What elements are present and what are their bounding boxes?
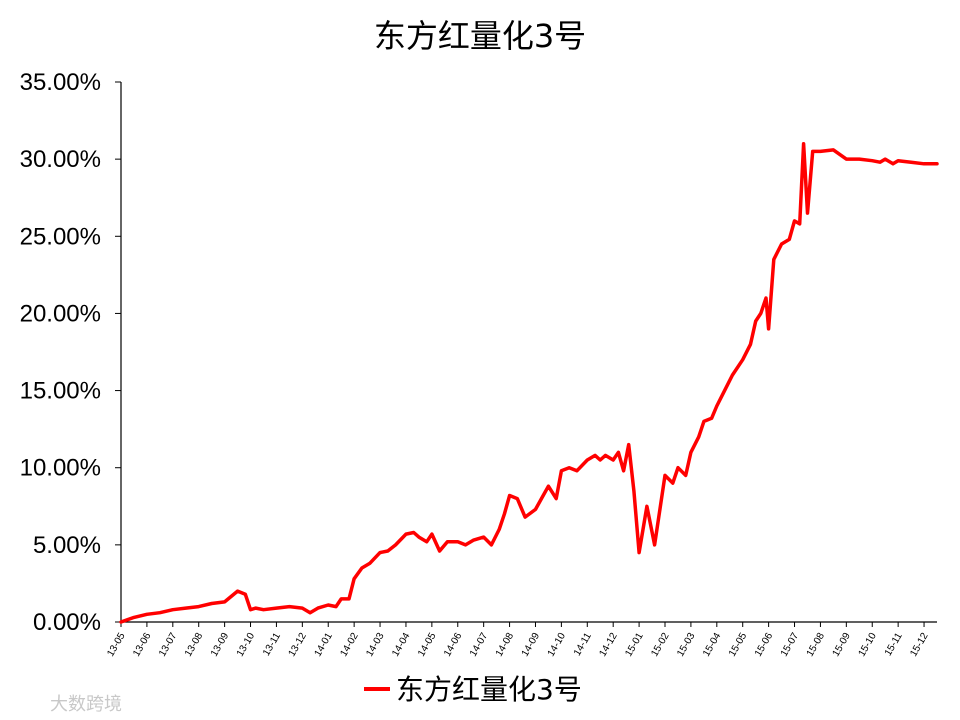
x-tick-label: 13-06 <box>131 631 154 659</box>
x-tick-label: 13-08 <box>183 631 206 659</box>
watermark-text: 大数跨境 <box>50 694 122 715</box>
legend: 东方红量化3号 <box>364 673 582 706</box>
y-tick-label: 30.00% <box>20 146 101 173</box>
x-tick-label: 15-12 <box>908 631 931 659</box>
x-tick-label: 15-11 <box>883 631 905 658</box>
x-tick-label: 14-09 <box>520 631 543 659</box>
x-tick-label: 15-01 <box>623 631 646 659</box>
x-tick-label: 14-03 <box>364 631 387 659</box>
x-axis: 13-05 13-06 13-07 13-08 13-09 13-10 13-11 13-12… <box>105 621 937 659</box>
y-tick-label: 20.00% <box>20 300 101 327</box>
x-tick-label: 13-09 <box>209 631 232 659</box>
y-tick-label: 15.00% <box>20 378 101 405</box>
x-tick-label: 15-09 <box>831 631 854 659</box>
x-tick-label: 15-05 <box>727 631 750 659</box>
series-line-0 <box>119 141 939 624</box>
x-tick-label: 14-07 <box>468 631 491 659</box>
x-tick-label: 14-01 <box>313 631 336 659</box>
x-tick-label: 14-02 <box>338 631 361 659</box>
x-tick-label: 15-08 <box>805 631 828 659</box>
y-tick-label: 35.00% <box>20 69 101 96</box>
x-tick-label: 15-03 <box>675 631 698 659</box>
series-layer <box>119 141 939 624</box>
x-tick-label: 15-06 <box>753 631 776 659</box>
x-tick-label: 13-12 <box>287 631 310 659</box>
x-tick-label: 14-04 <box>390 631 413 659</box>
y-tick-label: 0.00% <box>33 609 101 636</box>
x-tick-label: 14-08 <box>494 631 517 659</box>
x-tick-label: 15-04 <box>701 631 724 659</box>
x-tick-label: 14-05 <box>416 631 439 659</box>
x-tick-label: 13-05 <box>105 631 128 659</box>
chart-title: 东方红量化3号 <box>374 17 586 55</box>
legend-label: 东方红量化3号 <box>396 673 582 706</box>
x-tick-label: 14-11 <box>572 631 594 658</box>
y-tick-label: 25.00% <box>20 223 101 250</box>
watermark: 大数跨境 <box>50 694 122 715</box>
x-tick-label: 14-10 <box>546 631 569 659</box>
x-tick-label: 15-02 <box>649 631 672 659</box>
x-tick-label: 13-11 <box>261 631 283 658</box>
x-tick-label: 13-07 <box>157 631 180 659</box>
x-tick-label: 15-07 <box>779 631 802 659</box>
x-tick-label: 14-12 <box>597 631 620 659</box>
y-tick-label: 5.00% <box>33 532 101 559</box>
x-tick-label: 15-10 <box>857 631 880 659</box>
y-tick-label: 10.00% <box>20 455 101 482</box>
y-axis: 0.00% 5.00% 10.00% 15.00% 20.00% 25.00% 30.00%… <box>20 69 122 636</box>
x-tick-label: 13-10 <box>235 631 258 659</box>
x-tick-label: 14-06 <box>442 631 465 659</box>
